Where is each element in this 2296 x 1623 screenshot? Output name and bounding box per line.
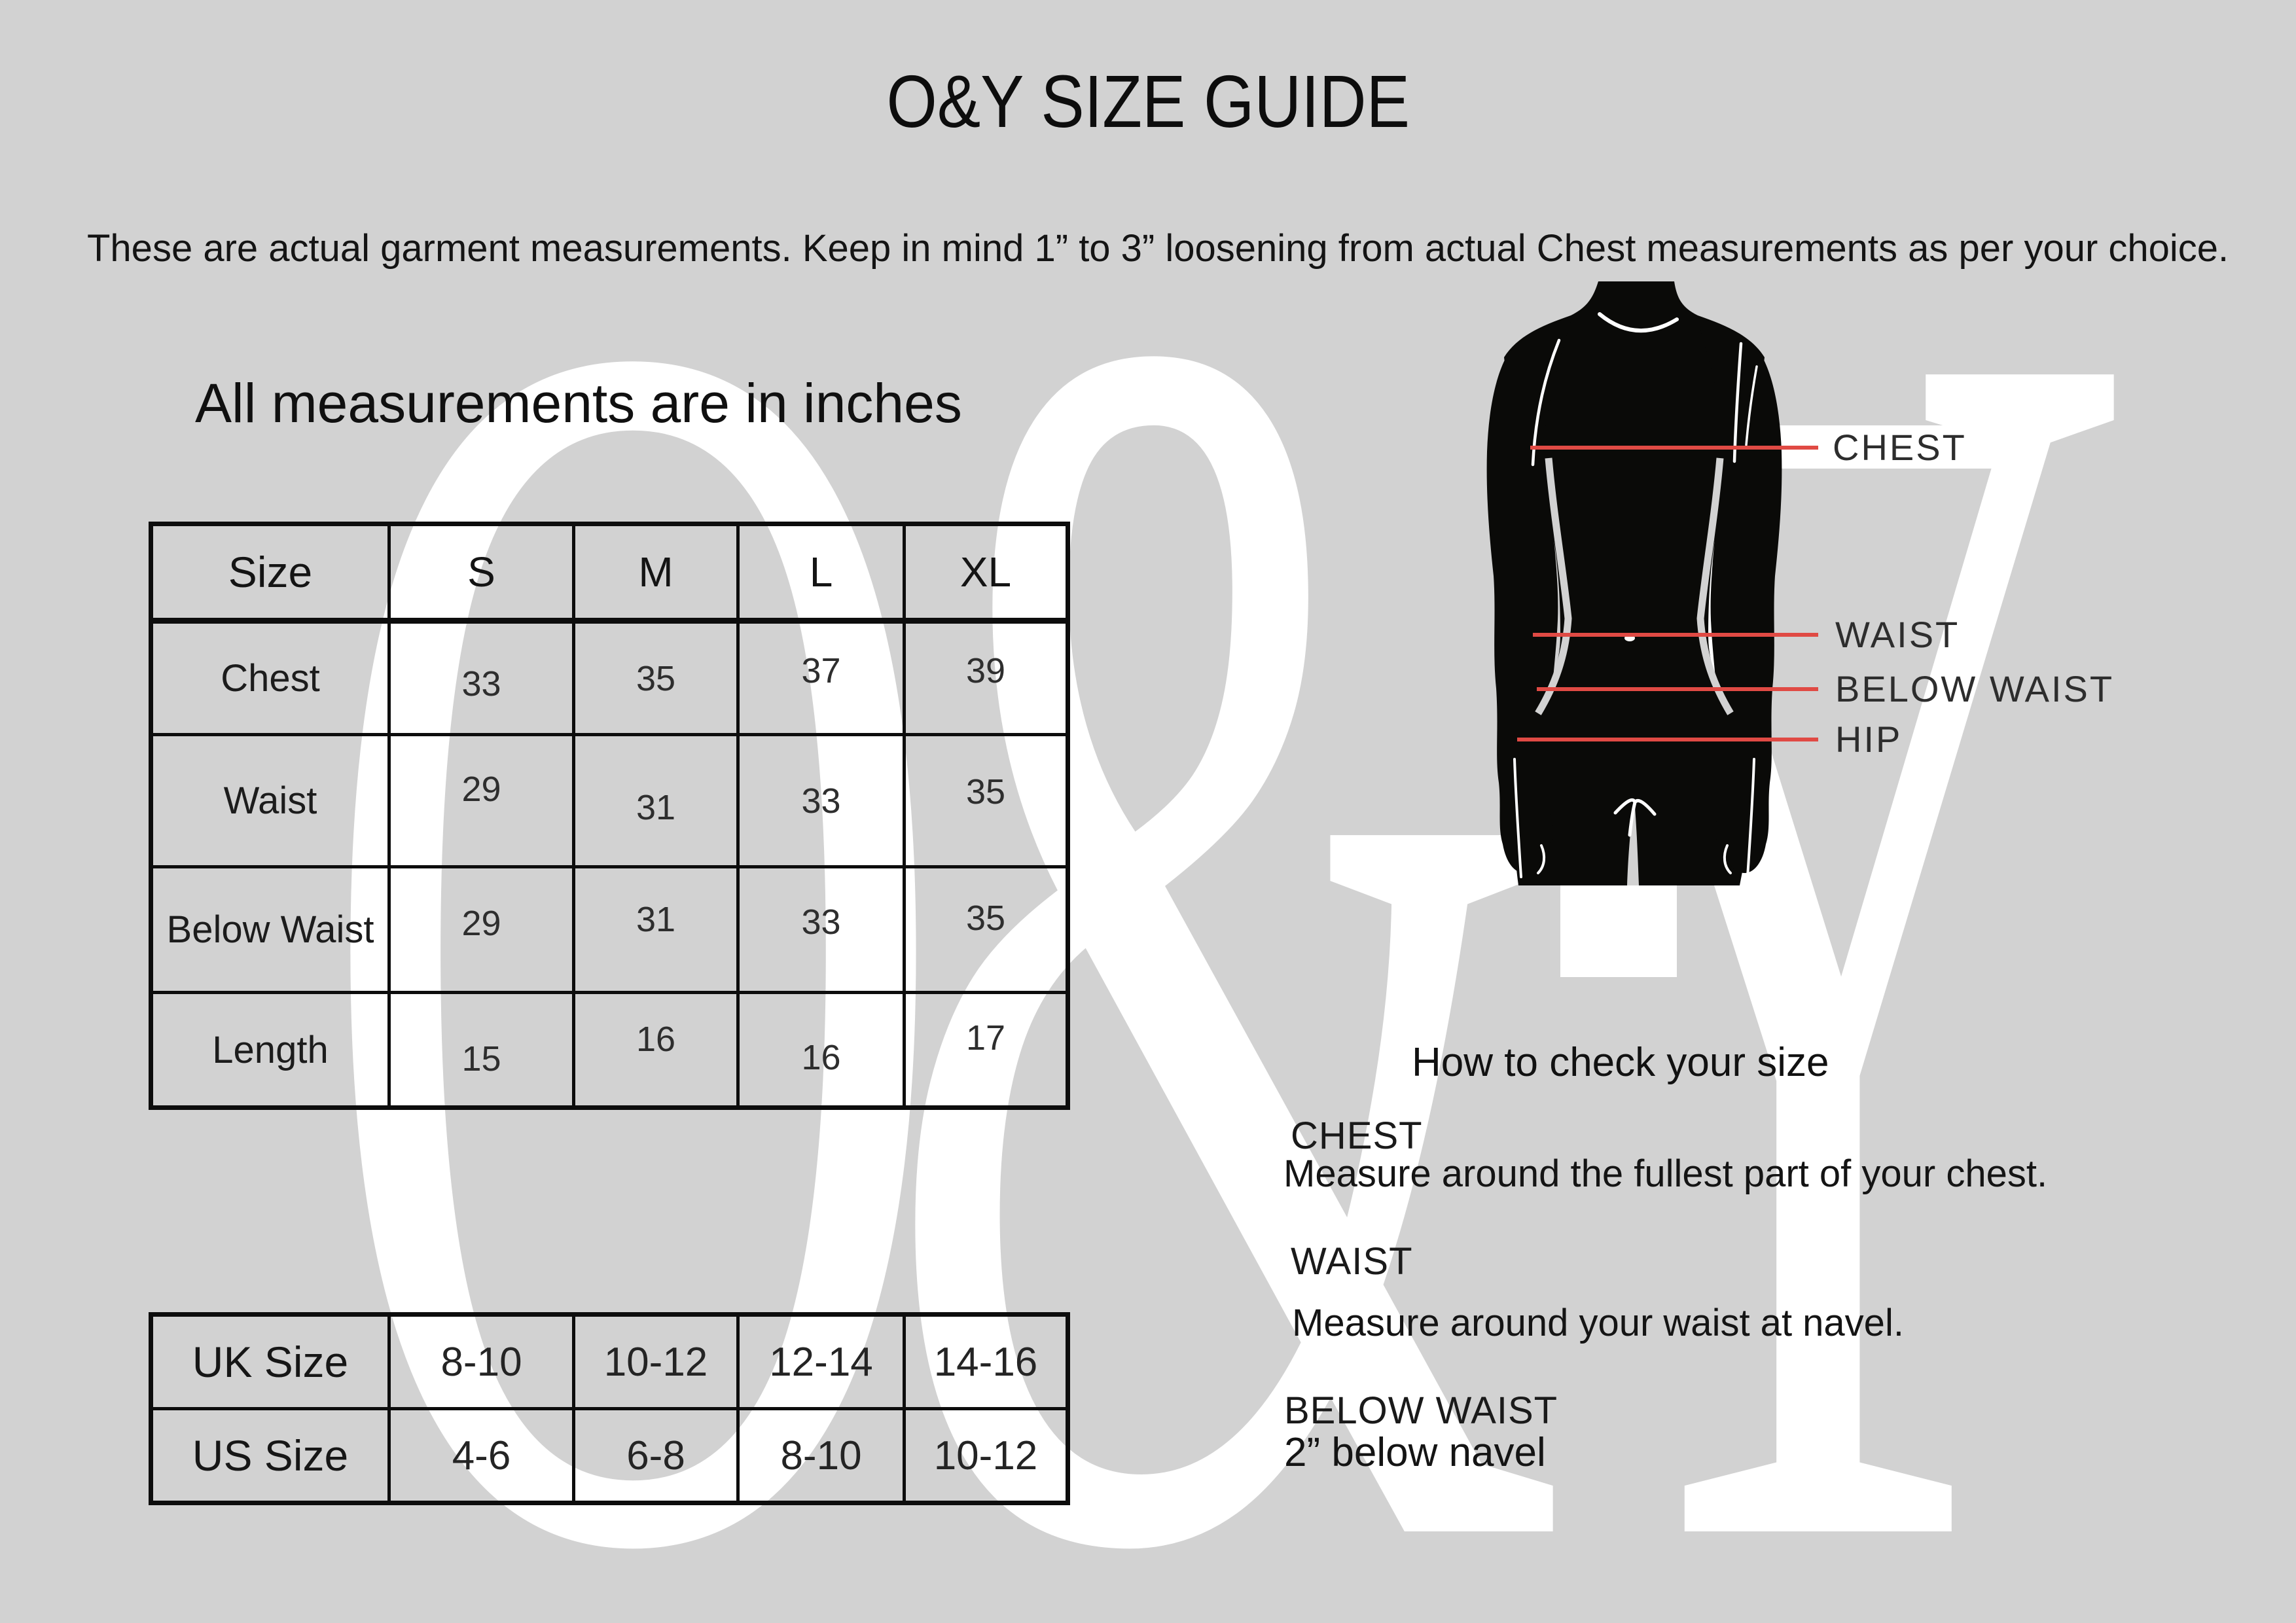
left-hip-highlight: [1513, 758, 1522, 878]
figure-label-hip: HIP: [1835, 719, 1903, 760]
waist-measure-line: [1533, 633, 1818, 637]
table-cell: 33: [387, 619, 575, 736]
table-cell: 35: [572, 619, 740, 736]
page-title: O&Y SIZE GUIDE: [886, 60, 1410, 143]
size-table-header-row: Size S M L XL: [149, 522, 1069, 624]
table-cell: 4-6: [387, 1407, 575, 1505]
table-cell: 16: [736, 991, 906, 1109]
size-table-header-cell: Size: [149, 522, 391, 624]
table-cell: 31: [572, 865, 740, 994]
table-row-waist: Waist 29 31 33 35: [149, 733, 1069, 868]
table-row-chest: Chest 33 35 37 39: [149, 619, 1069, 736]
row-label: UK Size: [149, 1313, 391, 1410]
guide-waist-text: Measure around your waist at navel.: [1292, 1302, 1904, 1344]
chest-measure-line: [1530, 446, 1818, 450]
arm-torso-gap-right: [1696, 457, 1734, 715]
table-cell: 29: [387, 865, 575, 994]
row-label: US Size: [149, 1407, 391, 1505]
guide-below-waist-text: 2” below navel: [1284, 1430, 1546, 1475]
table-row-below-waist: Below Waist 29 31 33 35: [149, 865, 1069, 994]
right-hip-highlight: [1746, 758, 1755, 878]
table-cell: 12-14: [736, 1313, 906, 1410]
subtitle-note: These are actual garment measurements. K…: [87, 227, 2229, 270]
row-label: Waist: [149, 733, 391, 868]
figure-label-below-waist: BELOW WAIST: [1835, 668, 2115, 709]
left-hand-outline: [1537, 844, 1546, 874]
table-cell: 33: [736, 733, 906, 868]
conversion-table: UK Size 8-10 10-12 12-14 14-16 US Size 4…: [149, 1312, 1070, 1505]
table-cell: 14-16: [903, 1313, 1069, 1410]
crotch-line: [1613, 798, 1657, 837]
table-cell: 15: [387, 991, 575, 1109]
table-cell: 35: [903, 733, 1069, 868]
right-arm-shape: [1696, 317, 1782, 874]
figure-label-waist: WAIST: [1835, 614, 1960, 655]
table-cell: 33: [736, 865, 906, 994]
hip-measure-line: [1517, 738, 1818, 741]
right-hand-outline: [1723, 844, 1732, 874]
table-cell: 17: [903, 991, 1069, 1109]
row-label: Chest: [149, 619, 391, 736]
size-table-header-cell: XL: [903, 522, 1069, 624]
table-cell: 35: [903, 865, 1069, 994]
guide-waist-label: WAIST: [1291, 1240, 1413, 1283]
table-row-uk: UK Size 8-10 10-12 12-14 14-16: [149, 1313, 1069, 1410]
left-arm-shape: [1486, 317, 1572, 874]
table-row-us: US Size 4-6 6-8 8-10 10-12: [149, 1407, 1069, 1505]
table-cell: 31: [572, 733, 740, 868]
table-cell: 39: [903, 619, 1069, 736]
table-cell: 37: [736, 619, 906, 736]
table-row-length: Length 15 16 16 17: [149, 991, 1069, 1109]
table-cell: 6-8: [572, 1407, 740, 1505]
size-table-header-cell: M: [572, 522, 740, 624]
arm-torso-gap-left: [1535, 457, 1572, 715]
below-waist-measure-line: [1537, 687, 1818, 691]
body-silhouette-figure: [1486, 281, 1782, 885]
row-label: Below Waist: [149, 865, 391, 994]
units-note: All measurements are in inches: [195, 372, 962, 434]
torso-legs-shape: [1504, 281, 1765, 885]
right-shoulder-seam-2: [1745, 365, 1758, 446]
guide-heading: How to check your size: [1412, 1040, 1829, 1085]
guide-chest-label: CHEST: [1291, 1115, 1423, 1157]
row-label: Length: [149, 991, 391, 1109]
table-cell: 10-12: [572, 1313, 740, 1410]
size-table: Size S M L XL Chest 33 35 37 39 Waist 29…: [149, 522, 1070, 1110]
size-table-header-cell: L: [736, 522, 906, 624]
guide-chest-text: Measure around the fullest part of your …: [1283, 1152, 2048, 1195]
figure-label-chest: CHEST: [1833, 427, 1967, 468]
size-table-header-cell: S: [387, 522, 575, 624]
table-cell: 10-12: [903, 1407, 1069, 1505]
watermark-stem-block: [1560, 885, 1677, 977]
table-cell: 16: [572, 991, 740, 1109]
collar-line: [1598, 312, 1679, 333]
guide-below-waist-label: BELOW WAIST: [1284, 1389, 1558, 1432]
table-cell: 29: [387, 733, 575, 868]
table-cell: 8-10: [387, 1313, 575, 1410]
table-cell: 8-10: [736, 1407, 906, 1505]
